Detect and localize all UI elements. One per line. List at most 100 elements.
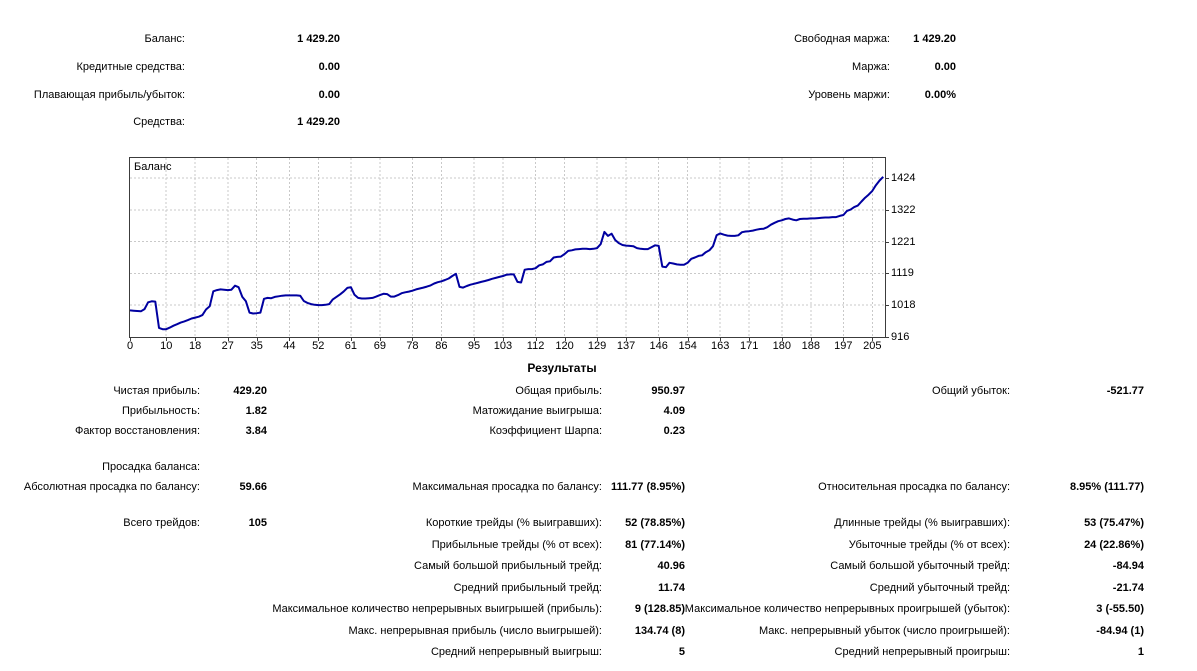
stat-value: -21.74 [1112, 582, 1144, 594]
x-axis-tick-label: 18 [189, 340, 202, 352]
stat-label: Средний прибыльный трейд: [453, 582, 602, 594]
stat-label: Общий убыток: [932, 385, 1010, 397]
y-axis-tick-label: 1322 [891, 203, 916, 216]
x-axis-tick-mark [872, 338, 874, 341]
balance-chart [129, 157, 886, 338]
x-axis-tick-mark [256, 338, 258, 341]
x-axis-tick-mark [749, 338, 751, 341]
x-axis-tick-mark [720, 338, 722, 341]
stat-value: 8.95% (111.77) [1069, 481, 1144, 493]
stat-value: 5 [678, 646, 685, 658]
summary-label: Уровень маржи: [808, 89, 890, 101]
balance-curve-svg [130, 158, 885, 337]
stat-value: 429.20 [233, 385, 267, 397]
y-axis-tick-label: 916 [891, 331, 910, 343]
stat-label: Макс. непрерывная прибыль (число выигрыш… [348, 625, 602, 637]
stat-value: 11.74 [658, 582, 685, 594]
x-axis-tick-label: 103 [493, 340, 513, 352]
y-axis-tick-mark [886, 273, 889, 275]
x-axis-tick-label: 69 [373, 340, 386, 352]
chart-title: Баланс [134, 161, 172, 173]
x-axis-tick-label: 95 [467, 340, 481, 352]
summary-label: Средства: [133, 116, 185, 128]
x-axis-tick-mark [781, 338, 783, 341]
stat-label: Фактор восстановления: [74, 425, 200, 437]
y-axis-tick-label: 1018 [891, 299, 916, 312]
y-axis-tick-mark [886, 178, 889, 180]
x-axis-tick-label: 137 [616, 340, 636, 352]
stat-label: Средний убыточный трейд: [869, 582, 1010, 594]
x-axis-tick-mark [412, 338, 414, 341]
stat-label: Короткие трейды (% выигравших): [425, 517, 602, 529]
x-axis-tick-label: 180 [772, 340, 791, 352]
y-axis-tick-label: 1424 [891, 172, 916, 185]
stat-value: 0.23 [663, 425, 685, 437]
x-axis-tick-label: 86 [435, 340, 448, 352]
x-axis-tick-label: 78 [406, 340, 419, 352]
summary-value: 0.00 [318, 61, 340, 73]
x-axis-tick-mark [441, 338, 443, 341]
summary-label: Свободная маржа: [794, 33, 890, 45]
x-axis-tick-mark [474, 338, 475, 341]
x-axis-tick-label: 154 [678, 340, 697, 352]
y-axis-tick-mark [886, 209, 889, 211]
x-axis-tick-label: 52 [312, 340, 325, 352]
summary-label: Баланс: [144, 33, 185, 45]
stat-value: 3.84 [245, 425, 267, 437]
stat-value: 52 (78.85%) [625, 517, 685, 529]
x-axis-tick-mark [626, 338, 628, 341]
stat-label: Прибыльность: [121, 405, 200, 417]
summary-value: 1 429.20 [297, 116, 340, 128]
summary-label: Маржа: [851, 61, 890, 73]
x-axis-tick-mark [810, 338, 812, 341]
x-axis-tick-mark [166, 338, 168, 341]
summary-value: 0.00% [924, 89, 956, 101]
stat-label: Средний непрерывный выигрыш: [430, 646, 602, 658]
balance-line [130, 176, 884, 331]
stat-value: 81 (77.14%) [625, 539, 685, 551]
x-axis-tick-mark [687, 338, 689, 341]
x-axis-tick-mark [350, 338, 352, 341]
x-axis-tick-mark [289, 338, 291, 341]
x-axis-tick-label: 112 [526, 340, 545, 352]
x-axis-tick-mark [379, 338, 381, 341]
summary-value: 0.00 [934, 61, 956, 73]
x-axis-tick-mark [564, 338, 566, 341]
x-axis-tick-label: 146 [649, 340, 668, 352]
stat-label: Максимальное количество непрерывных прои… [684, 603, 1010, 615]
x-axis-tick-mark [318, 338, 320, 341]
summary-label: Плавающая прибыль/убыток: [33, 89, 185, 101]
x-axis-tick-label: 205 [863, 340, 882, 352]
y-axis-tick-mark [886, 241, 889, 243]
stat-label: Коэффициент Шарпа: [489, 425, 602, 437]
x-axis-tick-label: 197 [834, 340, 853, 352]
stat-value: 1.82 [245, 405, 267, 417]
y-axis-tick-label: 1221 [891, 235, 916, 248]
stat-label: Убыточные трейды (% от всех): [848, 539, 1010, 551]
stat-value: 950.97 [651, 385, 685, 397]
stat-value: 134.74 (8) [634, 625, 685, 637]
x-axis-tick-label: 163 [711, 340, 730, 352]
stat-label: Максимальная просадка по балансу: [412, 481, 602, 493]
x-axis-tick-mark [130, 338, 131, 341]
summary-value: 0.00 [318, 89, 340, 101]
results-title: Результаты [527, 361, 597, 375]
stat-label: Чистая прибыль: [113, 385, 200, 397]
x-axis-tick-mark [658, 338, 660, 341]
summary-value: 1 429.20 [913, 33, 956, 45]
summary-value: 1 429.20 [297, 33, 340, 45]
stat-value: -521.77 [1106, 385, 1144, 397]
stat-value: 40.96 [657, 560, 685, 572]
y-axis-tick-label: 1119 [891, 267, 914, 280]
stat-value: 105 [248, 517, 267, 529]
x-axis-tick-mark [535, 338, 537, 341]
x-axis-tick-label: 35 [250, 340, 263, 352]
x-axis-tick-label: 0 [126, 340, 134, 352]
summary-label: Кредитные средства: [76, 61, 185, 73]
stat-label: Абсолютная просадка по балансу: [23, 481, 200, 493]
y-axis-tick-mark [886, 337, 889, 338]
stat-label: Общая прибыль: [515, 385, 602, 397]
x-axis-tick-label: 44 [283, 340, 296, 352]
y-axis-tick-mark [886, 305, 889, 307]
